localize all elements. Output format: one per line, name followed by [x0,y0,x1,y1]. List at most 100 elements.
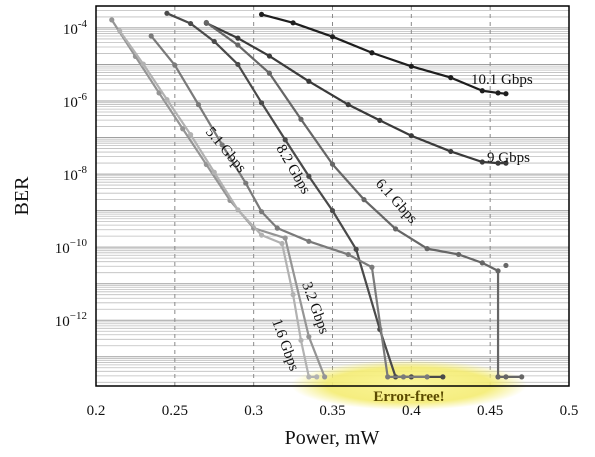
series-line [110,19,326,378]
data-point [329,34,336,40]
data-point [172,62,178,68]
x-tick-label: 0.2 [87,403,106,419]
data-point [298,337,304,343]
data-point [408,133,414,139]
data-point [258,11,265,18]
series-layer [109,10,525,380]
y-axis-title: BER [11,176,33,216]
data-point [345,251,351,258]
data-point [519,374,525,380]
data-point [408,63,414,69]
data-point [479,260,485,266]
x-axis-title: Power, mW [285,427,380,449]
y-tick-label: 10-8 [63,164,88,184]
data-point [279,240,285,247]
data-point [258,100,265,106]
series-1-6-gbps [117,28,320,380]
data-point [306,374,312,380]
data-point [164,10,170,16]
y-tick-label: 10-4 [63,18,88,38]
data-point [306,334,312,340]
data-point [369,264,375,270]
data-point [503,160,509,166]
data-point [211,169,217,175]
data-point [274,225,280,231]
data-point [282,137,288,143]
series-label-10-1: 10.1 Gbps [471,72,533,88]
data-point [235,61,241,68]
data-point [211,38,217,45]
data-point [290,20,296,26]
data-point [156,90,162,96]
data-point [495,268,501,274]
data-point [440,374,446,380]
data-point [448,75,454,81]
data-point [329,208,336,214]
data-point [235,207,241,213]
data-point [235,42,241,48]
data-point [503,91,509,97]
data-point [140,61,146,67]
data-point [377,117,383,123]
error-free-highlight [291,360,527,410]
x-tick-label: 0.5 [560,403,579,419]
data-point [117,28,123,34]
y-tick-labels: 10-4 10-6 10-8 10−10 10−12 [55,18,88,330]
x-tick-label: 0.4 [402,403,421,419]
data-point [290,292,296,298]
data-point [258,209,265,215]
data-point [188,132,194,138]
data-point [195,102,202,108]
series-line [205,21,522,378]
data-point [243,180,249,186]
data-point [503,262,509,269]
plot-frame [95,5,570,387]
series-5-1-gbps [148,33,430,380]
plot-area [96,6,569,386]
data-point [306,238,312,244]
data-point [369,50,375,56]
data-point [164,96,170,103]
y-tick-label: 10−10 [55,237,88,257]
data-point [424,374,430,380]
x-tick-label: 0.25 [162,403,188,419]
x-tick-label: 0.35 [319,403,345,419]
data-point [353,246,359,252]
x-tick-labels: 0.2 0.25 0.3 0.35 0.4 0.45 0.5 [87,403,579,419]
data-point [306,173,312,179]
data-point [203,19,209,26]
data-point [306,78,312,84]
data-point [495,374,501,380]
data-point [314,374,320,380]
data-point [219,142,225,148]
data-point [266,53,273,59]
data-point [495,160,501,166]
data-point [448,148,454,155]
series-9-gbps [203,20,509,166]
data-point [258,232,265,238]
error-free-annotation: Error-free! [373,389,444,405]
data-point [361,197,367,203]
data-point [235,35,241,41]
data-point [503,374,509,380]
data-point [109,17,115,23]
x-tick-label: 0.3 [244,403,263,419]
data-point [424,246,430,252]
data-point [329,161,336,167]
data-point [188,20,194,27]
data-point [479,88,485,94]
series-10-1-gbps [258,11,509,97]
data-point [148,33,154,39]
data-point [266,70,273,76]
series-label-9: 9 Gbps [487,150,530,166]
x-tick-label: 0.45 [477,403,503,419]
y-tick-label: 10-6 [63,91,88,111]
data-point [479,159,485,165]
data-point [298,116,304,122]
data-point [322,374,328,380]
data-point [282,235,288,241]
data-point [495,90,501,96]
data-point [456,251,462,258]
data-point [392,226,399,232]
